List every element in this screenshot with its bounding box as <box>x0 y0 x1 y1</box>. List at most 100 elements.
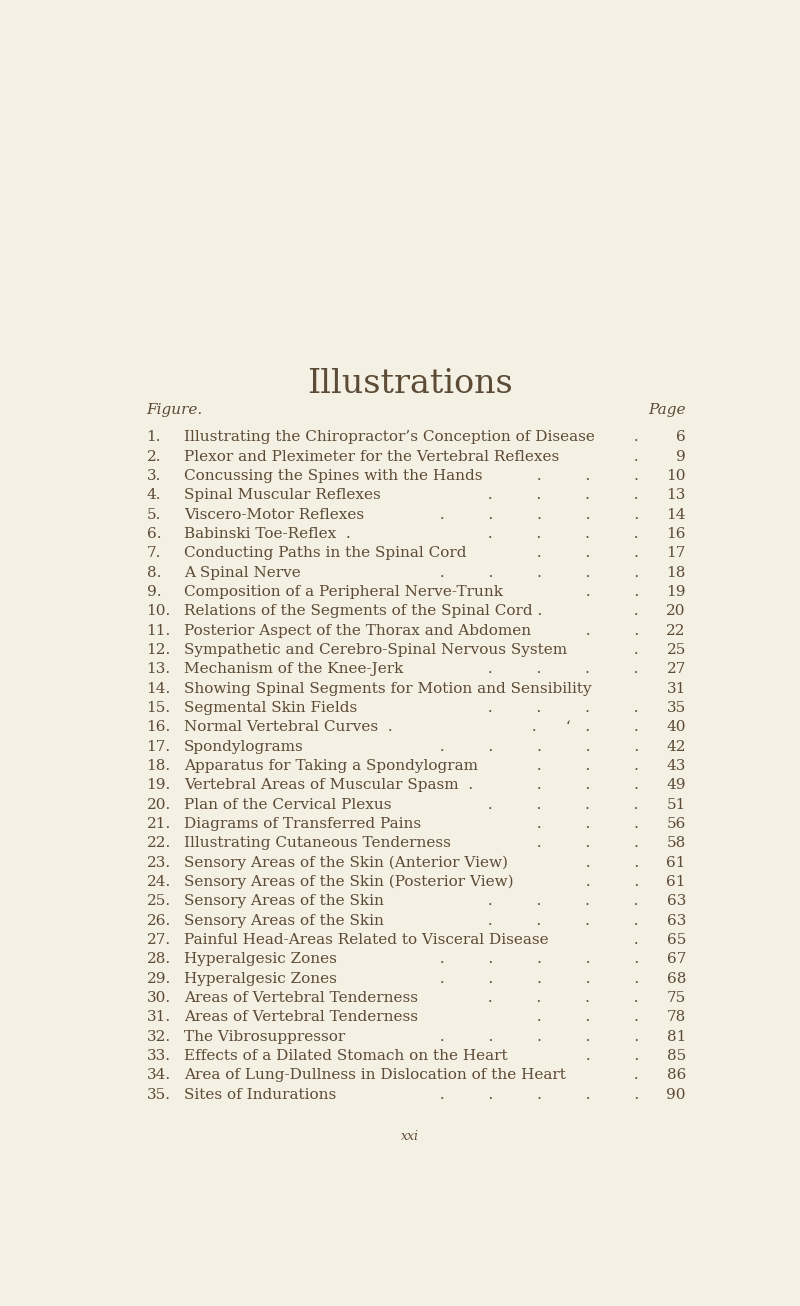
Text: .: . <box>630 1068 649 1083</box>
Text: 10.: 10. <box>146 605 170 618</box>
Text: Spinal Muscular Reflexes: Spinal Muscular Reflexes <box>184 488 381 503</box>
Text: 7.: 7. <box>146 546 161 560</box>
Text: A Spinal Nerve: A Spinal Nerve <box>184 565 301 580</box>
Text: 19.: 19. <box>146 778 170 793</box>
Text: .         .         .         .: . . . . <box>483 662 649 677</box>
Text: Babinski Toe-Reflex  .: Babinski Toe-Reflex . <box>184 526 350 541</box>
Text: 67: 67 <box>666 952 686 966</box>
Text: 86: 86 <box>666 1068 686 1083</box>
Text: 35: 35 <box>666 701 686 714</box>
Text: 78: 78 <box>666 1011 686 1024</box>
Text: 34.: 34. <box>146 1068 170 1083</box>
Text: 3.: 3. <box>146 469 161 483</box>
Text: 61: 61 <box>666 855 686 870</box>
Text: 81: 81 <box>666 1029 686 1043</box>
Text: 31: 31 <box>666 682 686 696</box>
Text: 12.: 12. <box>146 643 170 657</box>
Text: Relations of the Segments of the Spinal Cord .: Relations of the Segments of the Spinal … <box>184 605 542 618</box>
Text: 49: 49 <box>666 778 686 793</box>
Text: .         .: . . <box>581 624 649 637</box>
Text: .         .         .: . . . <box>532 1011 649 1024</box>
Text: 6: 6 <box>676 430 686 444</box>
Text: Posterior Aspect of the Thorax and Abdomen: Posterior Aspect of the Thorax and Abdom… <box>184 624 531 637</box>
Text: .         .         .         .: . . . . <box>483 488 649 503</box>
Text: .: . <box>630 605 649 618</box>
Text: 35.: 35. <box>146 1088 170 1102</box>
Text: .         .         .         .         .: . . . . . <box>435 508 649 521</box>
Text: Plexor and Pleximeter for the Vertebral Reflexes: Plexor and Pleximeter for the Vertebral … <box>184 449 559 464</box>
Text: 10: 10 <box>666 469 686 483</box>
Text: Normal Vertebral Curves  .: Normal Vertebral Curves . <box>184 721 392 734</box>
Text: .         .         .         .         .: . . . . . <box>435 952 649 966</box>
Text: .         .         .: . . . <box>532 818 649 831</box>
Text: 28.: 28. <box>146 952 170 966</box>
Text: .         .         .         .: . . . . <box>483 895 649 909</box>
Text: 85: 85 <box>666 1049 686 1063</box>
Text: 14: 14 <box>666 508 686 521</box>
Text: Sensory Areas of the Skin: Sensory Areas of the Skin <box>184 914 383 927</box>
Text: 30.: 30. <box>146 991 170 1006</box>
Text: Showing Spinal Segments for Motion and Sensibility: Showing Spinal Segments for Motion and S… <box>184 682 591 696</box>
Text: Area of Lung-Dullness in Dislocation of the Heart: Area of Lung-Dullness in Dislocation of … <box>184 1068 566 1083</box>
Text: .         .         .: . . . <box>532 469 649 483</box>
Text: Vertebral Areas of Muscular Spasm  .: Vertebral Areas of Muscular Spasm . <box>184 778 473 793</box>
Text: .         .         .: . . . <box>532 759 649 773</box>
Text: 14.: 14. <box>146 682 170 696</box>
Text: Illustrating Cutaneous Tenderness: Illustrating Cutaneous Tenderness <box>184 836 450 850</box>
Text: 56: 56 <box>666 818 686 831</box>
Text: 51: 51 <box>666 798 686 811</box>
Text: Apparatus for Taking a Spondylogram: Apparatus for Taking a Spondylogram <box>184 759 478 773</box>
Text: 17: 17 <box>666 546 686 560</box>
Text: Spondylograms: Spondylograms <box>184 739 303 754</box>
Text: 18: 18 <box>666 565 686 580</box>
Text: 58: 58 <box>666 836 686 850</box>
Text: Areas of Vertebral Tenderness: Areas of Vertebral Tenderness <box>184 991 418 1006</box>
Text: Composition of a Peripheral Nerve-Trunk: Composition of a Peripheral Nerve-Trunk <box>184 585 502 599</box>
Text: Sympathetic and Cerebro-Spinal Nervous System: Sympathetic and Cerebro-Spinal Nervous S… <box>184 643 567 657</box>
Text: .         .: . . <box>581 855 649 870</box>
Text: 18.: 18. <box>146 759 170 773</box>
Text: .         .         .: . . . <box>532 778 649 793</box>
Text: .: . <box>630 449 649 464</box>
Text: Concussing the Spines with the Hands: Concussing the Spines with the Hands <box>184 469 482 483</box>
Text: 65: 65 <box>666 932 686 947</box>
Text: .         .         .         .: . . . . <box>483 798 649 811</box>
Text: 22.: 22. <box>146 836 170 850</box>
Text: Sensory Areas of the Skin (Anterior View): Sensory Areas of the Skin (Anterior View… <box>184 855 508 870</box>
Text: Sensory Areas of the Skin (Posterior View): Sensory Areas of the Skin (Posterior Vie… <box>184 875 514 889</box>
Text: Hyperalgesic Zones: Hyperalgesic Zones <box>184 972 337 986</box>
Text: .         .         .         .         .: . . . . . <box>435 739 649 754</box>
Text: .      ‘   .         .: . ‘ . . <box>527 721 649 734</box>
Text: 29.: 29. <box>146 972 170 986</box>
Text: 19: 19 <box>666 585 686 599</box>
Text: 16.: 16. <box>146 721 170 734</box>
Text: .         .         .         .         .: . . . . . <box>435 565 649 580</box>
Text: .: . <box>630 932 649 947</box>
Text: 27: 27 <box>666 662 686 677</box>
Text: 63: 63 <box>666 914 686 927</box>
Text: Painful Head-Areas Related to Visceral Disease: Painful Head-Areas Related to Visceral D… <box>184 932 548 947</box>
Text: .: . <box>630 643 649 657</box>
Text: Effects of a Dilated Stomach on the Heart: Effects of a Dilated Stomach on the Hear… <box>184 1049 507 1063</box>
Text: .         .         .         .         .: . . . . . <box>435 1088 649 1102</box>
Text: 4.: 4. <box>146 488 161 503</box>
Text: Illustrating the Chiropractor’s Conception of Disease: Illustrating the Chiropractor’s Concepti… <box>184 430 594 444</box>
Text: .         .         .         .: . . . . <box>483 701 649 714</box>
Text: .         .: . . <box>581 1049 649 1063</box>
Text: Hyperalgesic Zones: Hyperalgesic Zones <box>184 952 337 966</box>
Text: .: . <box>630 430 649 444</box>
Text: 31.: 31. <box>146 1011 170 1024</box>
Text: 20.: 20. <box>146 798 170 811</box>
Text: 1.: 1. <box>146 430 161 444</box>
Text: Mechanism of the Knee-Jerk: Mechanism of the Knee-Jerk <box>184 662 403 677</box>
Text: 25.: 25. <box>146 895 170 909</box>
Text: 63: 63 <box>666 895 686 909</box>
Text: 32.: 32. <box>146 1029 170 1043</box>
Text: Segmental Skin Fields: Segmental Skin Fields <box>184 701 357 714</box>
Text: .         .         .: . . . <box>532 836 649 850</box>
Text: Plan of the Cervical Plexus: Plan of the Cervical Plexus <box>184 798 391 811</box>
Text: .         .         .: . . . <box>532 546 649 560</box>
Text: 24.: 24. <box>146 875 170 889</box>
Text: 40: 40 <box>666 721 686 734</box>
Text: 26.: 26. <box>146 914 170 927</box>
